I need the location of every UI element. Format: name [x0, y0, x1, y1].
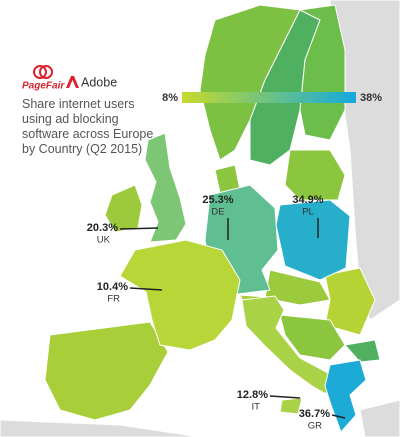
country-label: DE	[211, 207, 224, 218]
colorbar-label: 38%	[360, 92, 382, 104]
subtitle: Share internet users using ad blocking s…	[22, 97, 154, 156]
country	[324, 359, 367, 433]
value-label: 25.3%	[202, 194, 233, 206]
leader-line	[331, 414, 346, 419]
value-label: 12.8%	[237, 389, 268, 401]
value-label: 34.9%	[292, 194, 323, 206]
colorbar-label: 8%	[162, 92, 178, 104]
other-countries	[44, 4, 381, 421]
country-label: UK	[97, 235, 111, 246]
country-label: PL	[302, 207, 314, 218]
source-label: PageFair	[22, 81, 65, 92]
country-label: IT	[252, 402, 261, 413]
source-label: Adobe	[81, 75, 117, 89]
adobe-logo	[66, 76, 79, 88]
data-countries	[119, 132, 367, 433]
value-label: 10.4%	[97, 281, 128, 293]
value-label: 36.7%	[299, 408, 330, 420]
pagefair-logo	[33, 65, 53, 79]
country	[275, 199, 351, 281]
country-label: FR	[107, 294, 120, 305]
value-label: 20.3%	[87, 222, 118, 234]
leader-line	[269, 395, 301, 399]
colorbar	[182, 92, 356, 103]
country	[144, 132, 187, 243]
leader-line	[129, 287, 163, 291]
leader-line	[119, 227, 159, 230]
country-label: GR	[308, 421, 322, 432]
